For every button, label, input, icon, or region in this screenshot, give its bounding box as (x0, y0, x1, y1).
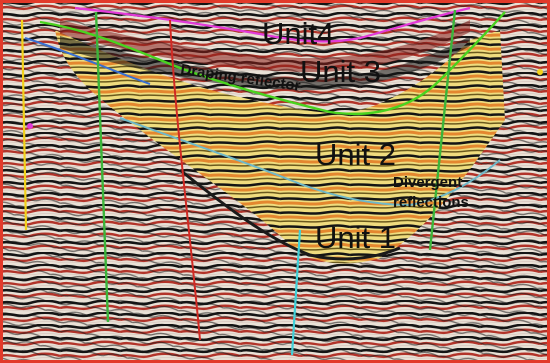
marker-yellow (537, 69, 543, 75)
label-divergent-1: Divergent (393, 174, 462, 191)
fault-yellow (20, 19, 28, 231)
horizon-cyan (119, 117, 501, 207)
marker-magenta (27, 123, 33, 129)
horizon-green-top (39, 11, 506, 115)
fault-green-right (428, 9, 457, 251)
upper-reflectors (60, 20, 470, 73)
label-unit3: Unit 3 (300, 54, 381, 89)
horizon-blue (24, 37, 151, 85)
fault-green-left (94, 11, 110, 323)
fault-cyan (290, 229, 302, 356)
horizon-magenta (74, 6, 471, 43)
label-divergent-2: reflections (393, 194, 469, 211)
label-unit1: Unit 1 (315, 220, 396, 255)
fault-red (169, 19, 201, 341)
horizon-dark-base (179, 168, 401, 261)
label-unit2: Unit 2 (315, 137, 396, 172)
label-unit4: Unit4 (262, 16, 334, 51)
